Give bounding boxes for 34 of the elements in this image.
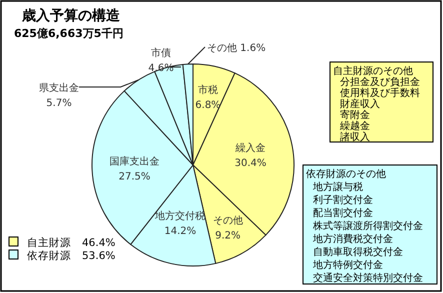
legend-label: 市債	[151, 47, 171, 59]
text: 株式等譲渡所得割交付金	[312, 220, 423, 232]
data-label: 14.2%	[164, 226, 196, 238]
text: 使用料及び手数料	[340, 87, 420, 99]
text: 繰越金	[339, 120, 370, 132]
chart-subtitle: 625億6,663万5千円	[14, 27, 124, 40]
text: 財産収入	[340, 98, 380, 110]
text: 依存財源 53.6%	[27, 250, 116, 262]
text: 自動車取得税交付金	[313, 246, 403, 258]
slice-label: 繰入金	[234, 142, 266, 154]
data-label: 27.5%	[118, 171, 150, 182]
text: 依存財源のその他	[306, 168, 386, 180]
slice-label: 国庫支出金	[109, 155, 160, 168]
category-label: その他 1.6%	[207, 43, 266, 54]
text: 寄附金	[340, 109, 370, 121]
slice-label: 市税	[198, 84, 218, 96]
data-label: 9.2%	[215, 230, 241, 242]
data-label: 30.4%	[234, 158, 266, 170]
text: 地方譲与税	[312, 181, 363, 193]
text: 地方消費税交付金	[312, 233, 393, 245]
slice-label: その他	[212, 214, 243, 227]
text: 諸収入	[340, 131, 370, 143]
text: 交通安全対策特別交付金	[313, 272, 423, 284]
chart-title: 歳入予算の構造	[21, 8, 121, 24]
slice-label: 地方交付税	[154, 210, 206, 222]
text: 自主財源のその他	[333, 65, 413, 77]
text: 自主財源 46.4%	[27, 236, 116, 249]
data-label: 6.8%	[195, 100, 221, 111]
text: 地方特例交付金	[312, 259, 383, 271]
slice-label: 県支出金	[39, 82, 79, 94]
text: 配当割交付金	[313, 207, 373, 219]
text: 分担金及び負担金	[340, 76, 420, 88]
text: 利子割交付金	[313, 194, 373, 206]
data-label: 5.7%	[46, 98, 72, 109]
